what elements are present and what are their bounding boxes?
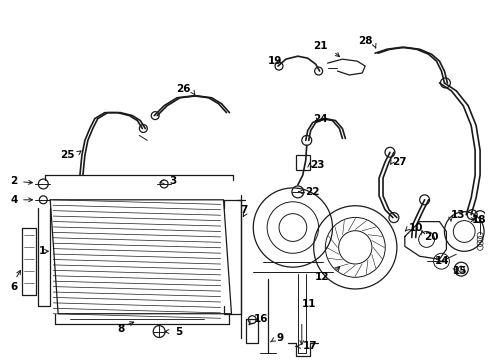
Text: 17: 17 [302, 341, 317, 351]
Text: 2: 2 [11, 176, 18, 186]
Text: 19: 19 [267, 56, 282, 66]
Text: 3: 3 [169, 176, 176, 186]
Text: 11: 11 [301, 299, 316, 309]
Text: 18: 18 [471, 215, 486, 225]
Text: 5: 5 [175, 327, 182, 337]
Text: 8: 8 [117, 324, 124, 334]
Text: 10: 10 [408, 222, 423, 233]
Text: 1: 1 [38, 246, 45, 256]
Text: 25: 25 [61, 150, 75, 160]
Text: 22: 22 [304, 187, 319, 197]
Text: 21: 21 [312, 41, 327, 51]
Text: 4: 4 [11, 195, 18, 205]
Text: 14: 14 [434, 256, 448, 266]
Text: 27: 27 [391, 157, 406, 167]
Text: 9: 9 [276, 333, 283, 343]
Text: 16: 16 [254, 314, 268, 324]
Text: 28: 28 [358, 36, 372, 46]
Text: 24: 24 [312, 114, 326, 123]
Text: 12: 12 [314, 272, 329, 282]
Text: 7: 7 [240, 205, 247, 215]
Text: 26: 26 [176, 84, 190, 94]
Text: 23: 23 [309, 160, 324, 170]
Text: 13: 13 [449, 210, 464, 220]
Text: 6: 6 [11, 282, 18, 292]
Text: 15: 15 [451, 266, 466, 276]
Text: 20: 20 [423, 233, 437, 242]
